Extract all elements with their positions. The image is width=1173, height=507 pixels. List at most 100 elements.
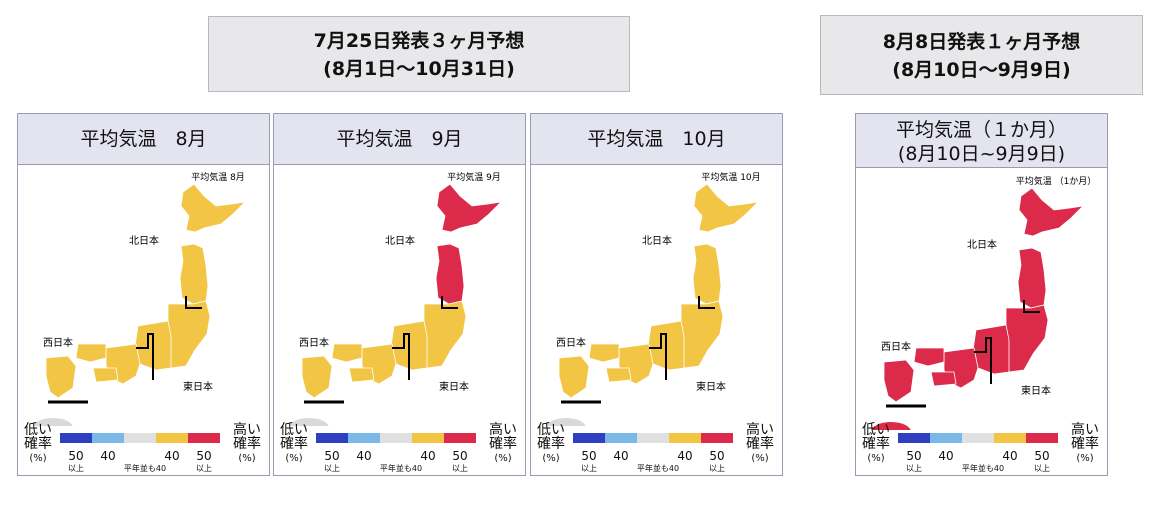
legend-swatch-low40 [605, 433, 637, 443]
legend-number: 50 [196, 449, 212, 463]
region-label-west: 西日本 [556, 336, 586, 349]
legend-low-label: 低い 確率 (%) [280, 423, 308, 465]
legend-high-line2: 確率 [746, 436, 774, 452]
legend-low-line3: (%) [285, 453, 303, 464]
legend: 低い 確率 (%) 高い 確率 (%) 50 40 40 50 以上 以上 平年並も40 [856, 419, 1107, 475]
panel-title: 平均気温 8月 [18, 114, 269, 165]
legend-ijo: 以上 [906, 464, 922, 473]
legend-low-line2: 確率 [24, 436, 52, 452]
region-kanto [165, 300, 211, 369]
boundary-east-west [136, 333, 154, 380]
legend-high-label: 高い 確率 (%) [489, 423, 517, 465]
legend-swatch-normal [380, 433, 412, 443]
region-hokkaido [180, 183, 247, 233]
region-okinawa [546, 418, 586, 426]
legend-swatch-normal [962, 433, 994, 443]
region-chugoku [75, 343, 107, 363]
header-3month-line2: (8月1日～10月31日) [323, 58, 515, 80]
legend-number: 50 [709, 449, 725, 463]
region-hokkaido [436, 183, 503, 233]
legend-avg: 平年並も40 [961, 464, 1005, 473]
legend-avg: 平年並も40 [379, 464, 423, 473]
legend-bar [573, 433, 733, 443]
legend-avg: 平年並も40 [636, 464, 680, 473]
legend-bar [316, 433, 476, 443]
legend-number: 50 [324, 449, 340, 463]
legend-high-line1: 高い [746, 422, 774, 438]
header-3month: 7月25日発表３ヶ月予想 (8月1日～10月31日) [208, 16, 630, 92]
legend-swatch-low50 [316, 433, 348, 443]
legend-low-line3: (%) [29, 453, 47, 464]
region-label-east: 東日本 [183, 380, 213, 393]
map-caption: 平均気温 9月 [447, 171, 501, 183]
region-tohoku [1017, 247, 1047, 309]
legend: 低い 確率 (%) 高い 確率 (%) 50 40 40 50 以上 以上 平年並も40 [531, 419, 782, 475]
legend-low-line1: 低い [537, 422, 565, 438]
region-kyushu [558, 355, 590, 399]
legend-high-line3: (%) [238, 453, 256, 464]
region-label-west: 西日本 [881, 340, 911, 353]
panel-october: 平均気温 10月 平均気温 10月北日本西日本東日本沖縄・奄美低い確率(%)高い… [530, 113, 783, 476]
region-tohoku [179, 243, 209, 305]
region-tohoku [692, 243, 722, 305]
legend-number: 40 [164, 449, 180, 463]
legend-high-label: 高い 確率 (%) [1071, 423, 1099, 465]
legend-number: 50 [581, 449, 597, 463]
region-kyushu [301, 355, 333, 399]
region-shikoku [605, 367, 632, 383]
legend-low-line3: (%) [542, 453, 560, 464]
legend-low-line1: 低い [862, 422, 890, 438]
region-okinawa [289, 418, 329, 426]
legend-ijo: 以上 [324, 464, 340, 473]
panel-title-line2: (8月10日~9月9日) [897, 143, 1066, 165]
legend-swatch-high50 [188, 433, 220, 443]
region-label-east: 東日本 [696, 380, 726, 393]
legend-high-line2: 確率 [489, 436, 517, 452]
region-label-north: 北日本 [385, 234, 415, 247]
region-hokkaido [1018, 187, 1085, 237]
region-chugoku [588, 343, 620, 363]
legend-number: 40 [356, 449, 372, 463]
legend: 低い 確率 (%) 高い 確率 (%) 50 40 40 50 以上 以上 平年並も40 [18, 419, 269, 475]
japan-map: 平均気温 8月北日本西日本東日本沖縄・奄美 [33, 171, 247, 426]
legend-high-line3: (%) [751, 453, 769, 464]
legend-low-line3: (%) [867, 453, 885, 464]
legend-high-label: 高い 確率 (%) [746, 423, 774, 465]
map-caption: 平均気温 10月 [701, 171, 760, 183]
panel-september: 平均気温 9月 平均気温 9月北日本西日本東日本沖縄・奄美低い確率(%)高い確率… [273, 113, 526, 476]
legend-high-label: 高い 確率 (%) [233, 423, 261, 465]
region-okinawa [33, 418, 73, 426]
japan-map: 平均気温 9月北日本西日本東日本沖縄・奄美 [289, 171, 503, 426]
legend-low-line1: 低い [24, 422, 52, 438]
legend-high-line3: (%) [1076, 453, 1094, 464]
legend-low-label: 低い 確率 (%) [24, 423, 52, 465]
legend-swatch-normal [124, 433, 156, 443]
legend-avg: 平年並も40 [123, 464, 167, 473]
region-kyushu [883, 359, 915, 403]
header-1month: 8月8日発表１ヶ月予想 (8月10日～9月9日) [820, 15, 1143, 95]
boundary-east-west [392, 333, 410, 380]
legend-swatch-high50 [1026, 433, 1058, 443]
panel-title-line1: 平均気温（１か月） [895, 119, 1067, 141]
legend-number: 50 [906, 449, 922, 463]
legend-low-line2: 確率 [280, 436, 308, 452]
legend-low-line2: 確率 [537, 436, 565, 452]
legend-number: 50 [68, 449, 84, 463]
map-caption: 平均気温 （1か月） [1016, 175, 1097, 187]
panel-title: 平均気温（１か月） (8月10日~9月9日) [856, 114, 1107, 168]
legend-swatch-low50 [898, 433, 930, 443]
boundary-east-west [974, 337, 992, 384]
panel-1month: 平均気温（１か月） (8月10日~9月9日) 平均気温 （1か月） 北日本 西日本東… [855, 113, 1108, 476]
legend-swatch-high50 [701, 433, 733, 443]
legend-low-line1: 低い [280, 422, 308, 438]
boundary-north-east [441, 296, 458, 309]
legend-low-label: 低い 確率 (%) [862, 423, 890, 465]
legend-number: 40 [677, 449, 693, 463]
legend-number: 40 [420, 449, 436, 463]
region-shikoku [930, 371, 957, 387]
legend-swatch-high40 [412, 433, 444, 443]
legend-low-line2: 確率 [862, 436, 890, 452]
region-label-north: 北日本 [642, 234, 672, 247]
panel-august: 平均気温 8月 平均気温 8月北日本西日本東日本沖縄・奄美低い確率(%)高い確率… [17, 113, 270, 476]
legend-high-line1: 高い [489, 422, 517, 438]
